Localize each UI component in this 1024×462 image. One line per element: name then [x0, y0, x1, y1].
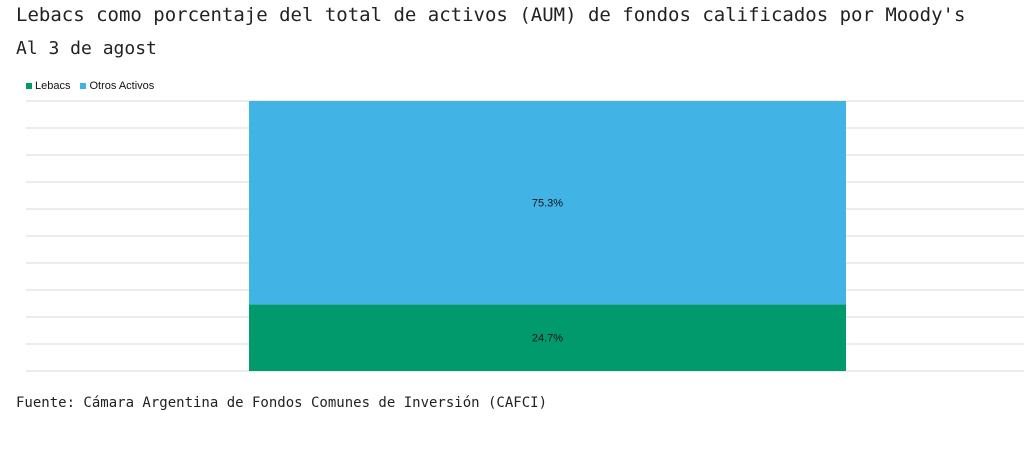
legend-swatch-lebacs [26, 83, 32, 89]
legend-label-lebacs: Lebacs [35, 80, 71, 92]
data-labels: 24.7% 75.3% [532, 198, 563, 345]
bar-segment-otros-activos [249, 101, 846, 305]
chart-title: Lebacs como porcentaje del total de acti… [16, 4, 966, 26]
stacked-bar-chart: 24.7% 75.3% [26, 100, 1024, 372]
legend-swatch-otros-activos [80, 83, 87, 89]
bar-segments [249, 101, 846, 371]
legend-item-lebacs: Lebacs [26, 80, 70, 92]
legend-label-otros-activos: Otros Activos [89, 80, 155, 92]
bar-segment-lebacs [249, 304, 846, 371]
legend-item-otros-activos: Otros Activos [80, 80, 154, 92]
chart-legend: Lebacs Otros Activos [26, 80, 154, 92]
source-note: Fuente: Cámara Argentina de Fondos Comun… [16, 395, 548, 411]
data-label-otros-activos: 75.3% [532, 198, 563, 210]
chart-subtitle: Al 3 de agost [16, 38, 157, 59]
data-label-lebacs: 24.7% [532, 333, 563, 345]
